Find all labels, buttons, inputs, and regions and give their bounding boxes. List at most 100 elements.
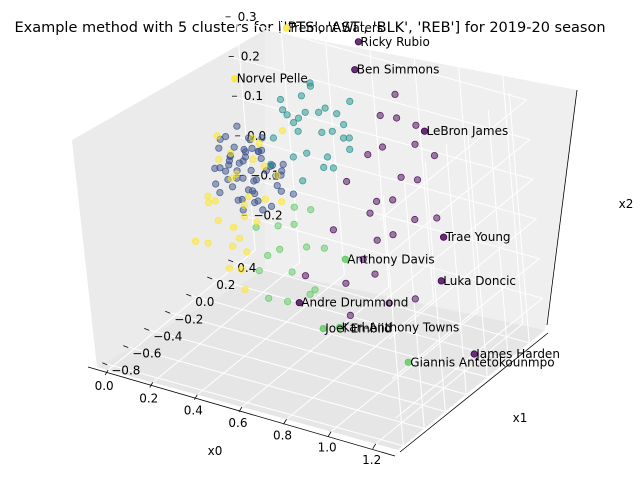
z-grid-line [241, 214, 544, 419]
data-point [251, 190, 259, 198]
data-point [276, 95, 285, 104]
z-grid-line [238, 175, 541, 379]
data-point [283, 297, 292, 306]
data-point [235, 234, 244, 242]
x-tick-mark [149, 382, 154, 388]
data-point [278, 127, 287, 135]
z-grid-line [228, 56, 531, 260]
data-point [303, 149, 311, 157]
y-tick-group: −0.8−0.6−0.4−0.20.00.20.4 [102, 259, 256, 378]
data-point [205, 199, 213, 207]
data-point [389, 231, 397, 239]
data-point [378, 143, 387, 151]
x-tick-mark [283, 419, 287, 425]
data-point [237, 265, 246, 274]
x-grid-line [197, 24, 345, 396]
x-axis-label: x0 [208, 444, 223, 458]
labeled-data-point [351, 66, 359, 74]
y-axis-line [399, 332, 549, 453]
data-point [204, 239, 212, 247]
point-label: James Harden [475, 347, 560, 361]
x-grid-line [330, 61, 479, 432]
point-labels: Ricky Rubio Ben Simmons Tremont Waters LeBr… [237, 21, 560, 369]
data-point [339, 134, 348, 142]
labeled-data-point [319, 324, 327, 333]
labeled-data-point [404, 358, 412, 366]
chart-title: Example method with 5 clusters for ['PTS… [14, 20, 605, 36]
data-point [235, 159, 243, 167]
x-tick-mark [104, 369, 109, 376]
y-tick-mark [102, 362, 108, 366]
data-point [253, 218, 261, 226]
data-point [346, 145, 354, 153]
data-point [278, 198, 286, 206]
data-point [329, 164, 337, 172]
y-tick-mark [165, 310, 171, 314]
y-tick-label: −0.6 [132, 347, 161, 361]
labeled-data-point [295, 299, 303, 307]
point-label: Joel Embiid [324, 322, 392, 336]
y-grid-line [186, 127, 488, 378]
grid-lines [102, 0, 544, 447]
point-label: Tremont Waters [288, 21, 384, 35]
y-tick-label: −0.2 [174, 312, 203, 326]
data-point [245, 193, 253, 201]
data-point [277, 187, 285, 195]
data-point [269, 134, 277, 142]
data-point [273, 182, 281, 190]
data-point [259, 206, 267, 214]
data-point [240, 201, 248, 209]
data-point [411, 140, 419, 148]
x-tick-label: 1.0 [318, 441, 337, 455]
data-point [411, 295, 419, 303]
z-axis-label: x2 [619, 197, 634, 211]
y-tick-mark [123, 345, 129, 348]
data-point [333, 110, 341, 118]
data-point [255, 139, 263, 148]
data-point [318, 128, 326, 136]
z-tick-label: 0.2 [241, 50, 260, 64]
data-point [258, 134, 266, 142]
labeled-data-point [354, 38, 362, 46]
data-point [230, 223, 238, 231]
z-grid-line [231, 95, 535, 300]
data-point [297, 92, 305, 100]
labeled-data-point [439, 233, 448, 241]
data-point [301, 108, 309, 116]
x-tick-label: 0.0 [95, 379, 114, 393]
data-point [274, 222, 282, 230]
data-point [211, 197, 219, 205]
data-point [323, 153, 332, 161]
data-point [249, 155, 257, 163]
data-point [412, 121, 420, 129]
data-point [391, 90, 399, 99]
data-point [233, 122, 241, 130]
x-tick-mark [238, 406, 243, 413]
data-point [328, 127, 336, 135]
data-point [215, 155, 223, 163]
data-point [321, 104, 329, 112]
data-point [364, 151, 372, 159]
point-label: Ben Simmons [357, 63, 440, 77]
y-tick-mark [186, 293, 192, 297]
back-pane-back [72, 30, 265, 367]
y-tick-label: 0.0 [195, 295, 214, 309]
data-point [389, 196, 397, 204]
data-point [255, 267, 263, 275]
data-point [299, 177, 307, 185]
point-label: Anthony Davis [347, 252, 434, 266]
labeled-data-point [341, 255, 349, 263]
data-point [289, 119, 298, 127]
x-tick-label: 0.8 [273, 428, 292, 442]
data-point [254, 197, 262, 205]
y-tick-mark [207, 276, 213, 280]
data-point [372, 197, 381, 205]
data-point [373, 236, 381, 244]
x-tick-label: 0.2 [139, 391, 158, 405]
data-point [307, 206, 315, 214]
data-point [290, 220, 298, 228]
point-label: Karl-Anthony Towns [342, 320, 460, 334]
point-label: Giannis Antetokounmpo [410, 355, 554, 369]
y-grid-line [165, 144, 467, 395]
labeled-data-point [420, 127, 429, 135]
